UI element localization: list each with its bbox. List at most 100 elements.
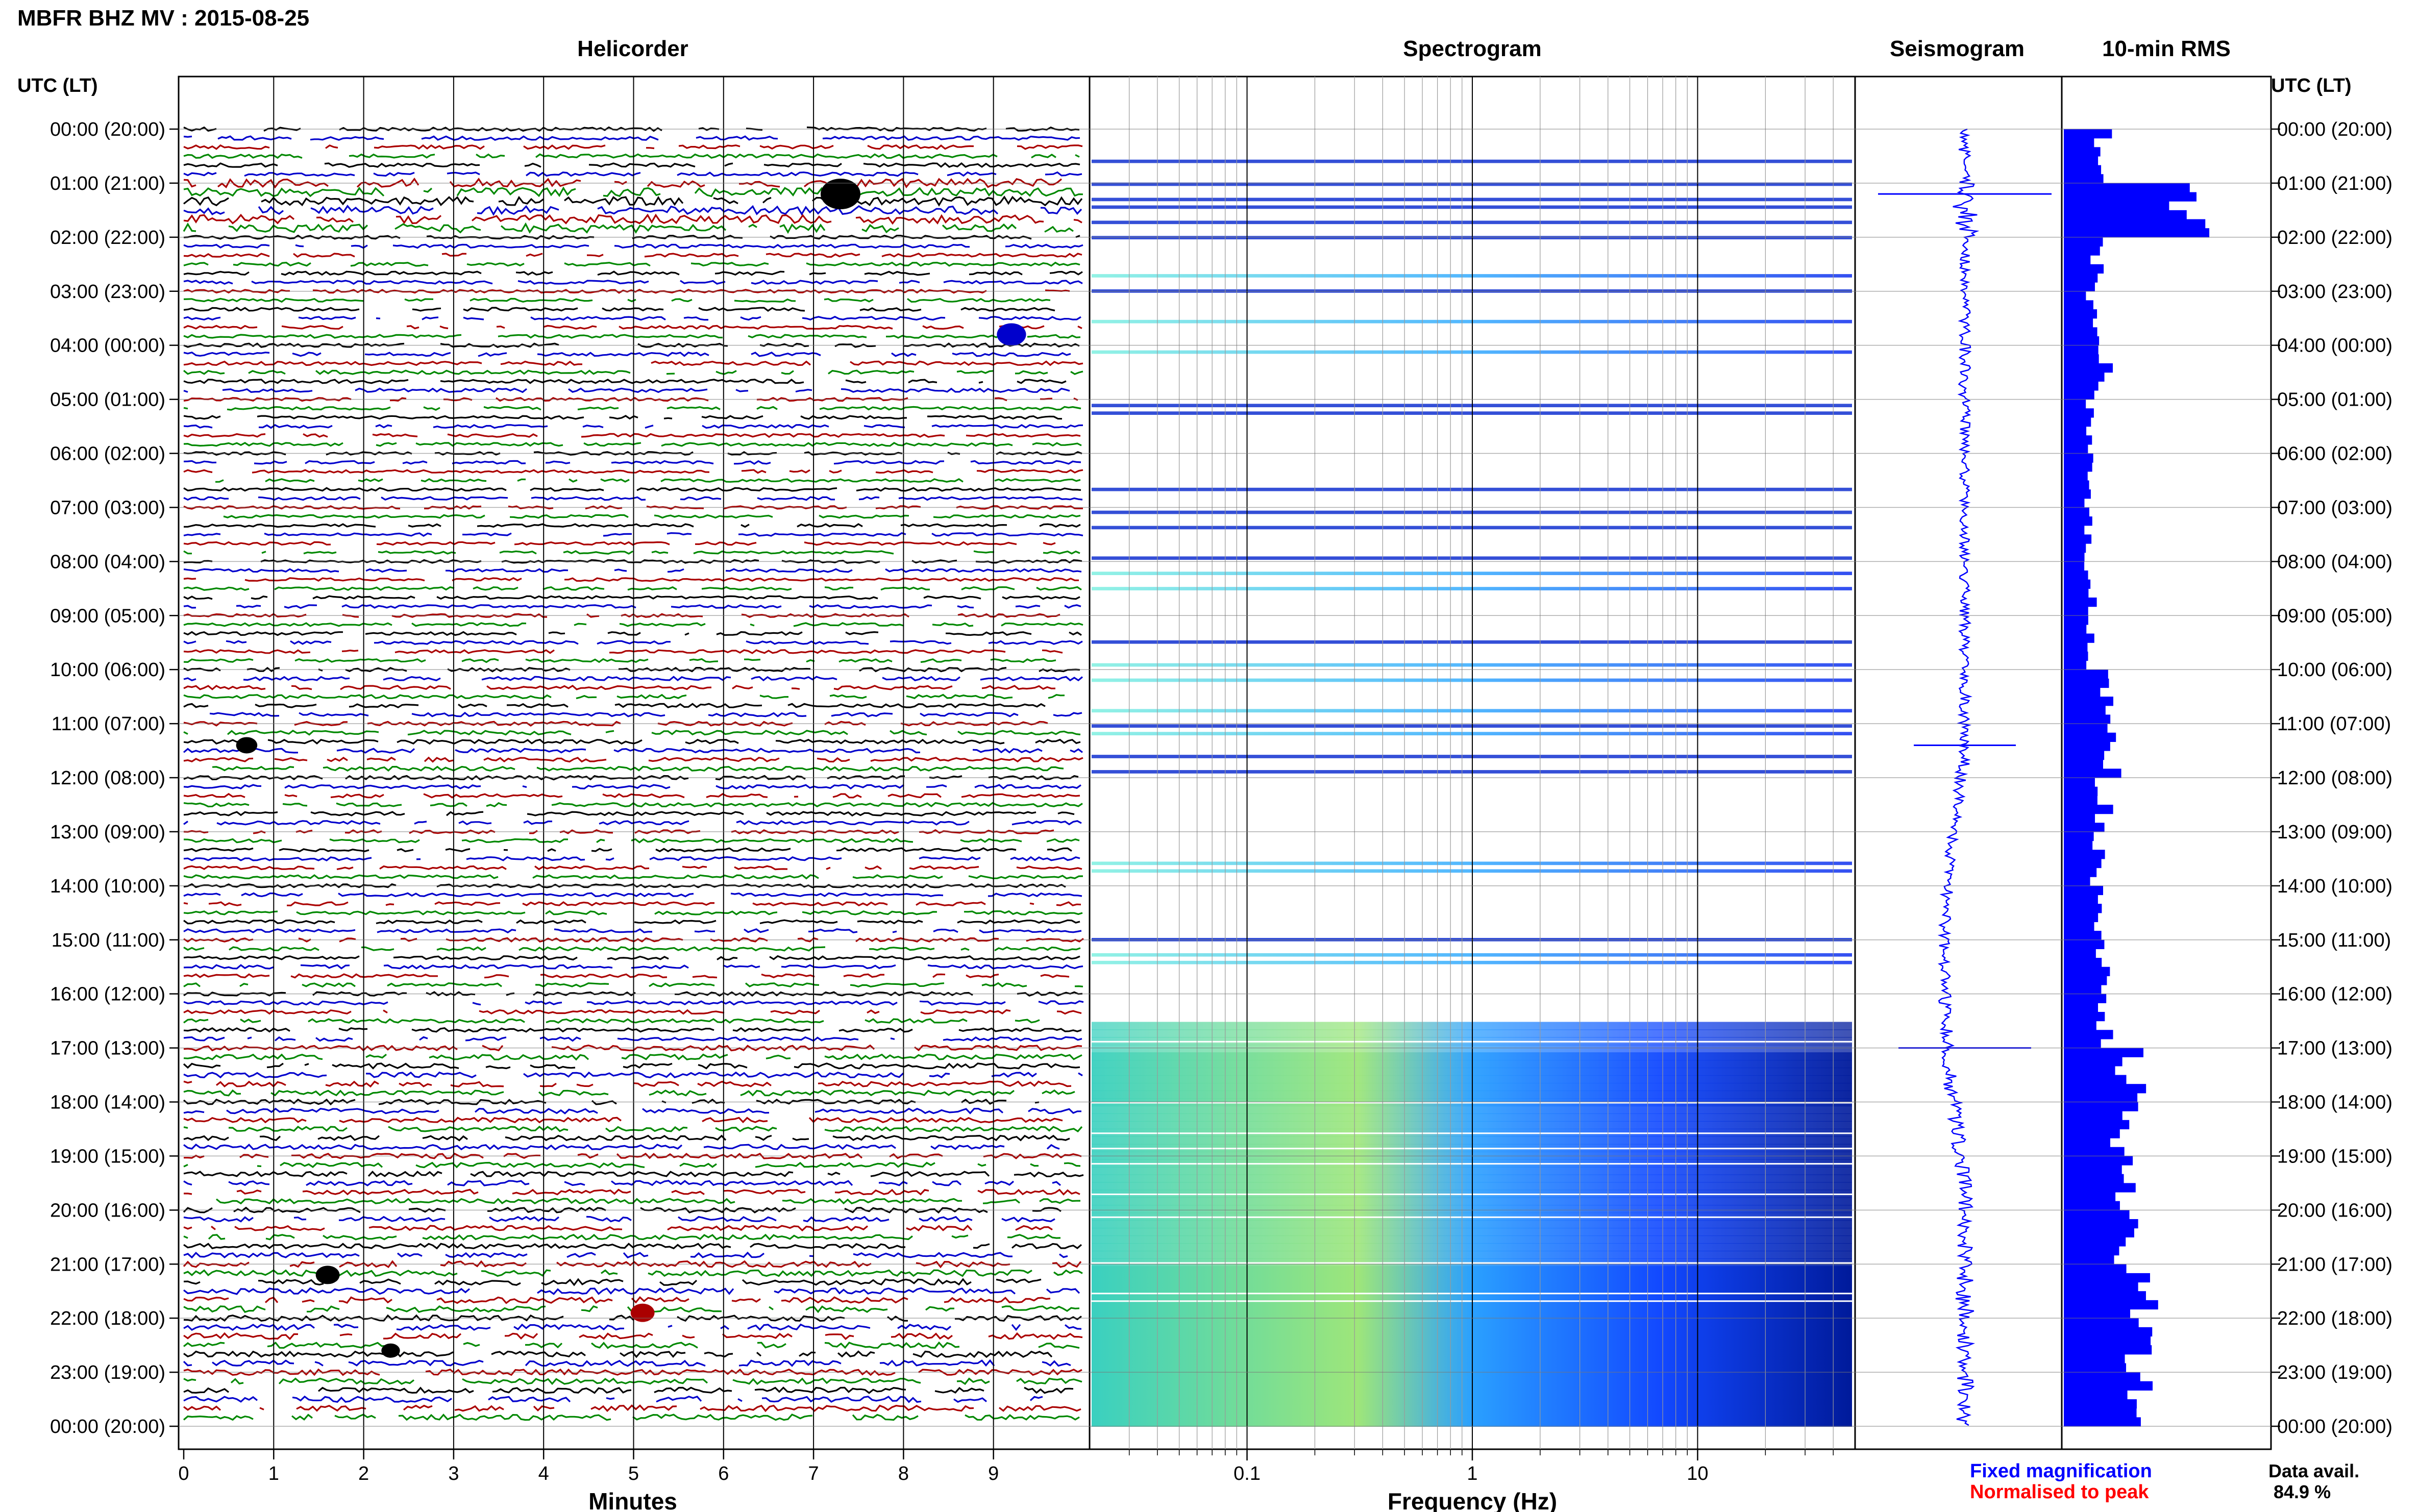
helicorder-trace-row xyxy=(183,442,1082,447)
helicorder-trace-row xyxy=(183,1323,1082,1331)
rms-bar xyxy=(2064,1345,2152,1355)
helicorder-trace-row xyxy=(183,1404,1081,1412)
helicorder-trace-row xyxy=(183,901,1081,907)
rms-bar xyxy=(2064,237,2103,247)
rms-bar xyxy=(2064,543,2086,553)
helicorder-trace-row xyxy=(183,460,1081,465)
rms-bar xyxy=(2064,1219,2138,1229)
rms-bar xyxy=(2064,867,2097,877)
helicorder-trace-row xyxy=(183,1180,1062,1186)
time-label-right: 00:00 (20:00) xyxy=(2277,119,2392,140)
time-label-left: 12:00 (08:00) xyxy=(50,767,165,789)
time-label-left: 05:00 (01:00) xyxy=(50,389,165,411)
rms-bar xyxy=(2064,138,2094,147)
rms-bar xyxy=(2064,291,2086,301)
data-availability-value: 84.9 % xyxy=(2274,1481,2331,1502)
helicorder-trace-row xyxy=(183,369,1083,375)
time-label-left: 01:00 (21:00) xyxy=(50,173,165,194)
helicorder-trace-row xyxy=(183,541,1056,546)
helicorder-trace-row xyxy=(184,299,1081,302)
helicorder-trace-row xyxy=(183,1386,1074,1394)
rms-bar xyxy=(2064,1138,2111,1148)
rms-bar xyxy=(2064,1291,2146,1301)
helicorder-trace-row xyxy=(183,910,1083,915)
helicorder-trace-row xyxy=(183,1170,1084,1178)
seismogram-frame xyxy=(1854,76,2063,1450)
time-label-left: 07:00 (03:00) xyxy=(50,497,165,518)
time-label-right: 15:00 (11:00) xyxy=(2277,930,2391,951)
rms-bar xyxy=(2064,354,2099,364)
helicorder-trace-row xyxy=(183,171,1082,177)
helicorder-trace-row xyxy=(183,496,1083,501)
rms-bar xyxy=(2064,1264,2127,1274)
rms-bar xyxy=(2064,561,2085,571)
time-label-right: 18:00 (14:00) xyxy=(2277,1092,2392,1113)
rms-bar xyxy=(2064,1093,2138,1103)
helicorder-event xyxy=(630,1303,655,1322)
time-label-right: 14:00 (10:00) xyxy=(2277,876,2392,897)
helicorder-trace-row xyxy=(183,342,1080,348)
helicorder-trace-row xyxy=(183,1296,1051,1304)
rms-bar xyxy=(2064,714,2111,724)
rms-bar xyxy=(2064,687,2101,697)
helicorder-trace-row xyxy=(183,811,1075,817)
time-label-left: 18:00 (14:00) xyxy=(50,1092,165,1113)
rms-bar xyxy=(2064,1183,2136,1193)
helicorder-trace-row xyxy=(183,135,1080,141)
helicorder-tick-label: 5 xyxy=(628,1463,639,1484)
helicorder-trace-row xyxy=(183,1117,1063,1124)
rms-bar xyxy=(2064,327,2097,337)
helicorder-trace-row xyxy=(183,1080,1072,1088)
helicorder-trace-row xyxy=(183,360,1083,366)
rms-bar xyxy=(2064,651,2088,661)
rms-bar xyxy=(2064,273,2098,283)
helicorder-trace-row xyxy=(183,1125,1083,1133)
rms-bar xyxy=(2064,597,2097,607)
rms-bar xyxy=(2064,994,2107,1003)
helicorder-trace-row xyxy=(183,351,1071,357)
rms-bar xyxy=(2064,1399,2137,1409)
rms-bar xyxy=(2064,949,2096,958)
helicorder-trace-row xyxy=(215,478,1081,483)
helicorder-trace-row xyxy=(183,1027,1082,1033)
rms-bar xyxy=(2064,318,2093,328)
helicorder-trace-row xyxy=(183,270,1083,276)
rms-bar xyxy=(2064,1147,2125,1157)
time-label-right: 23:00 (19:00) xyxy=(2277,1362,2392,1383)
rms-bar xyxy=(2064,1228,2134,1237)
rms-bar xyxy=(2064,201,2169,211)
time-label-left: 17:00 (13:00) xyxy=(50,1038,165,1059)
rms-bar xyxy=(2064,732,2116,742)
helicorder-trace-row xyxy=(183,415,1063,420)
helicorder-trace-row xyxy=(183,1233,1061,1241)
rms-bar xyxy=(2064,417,2091,427)
rms-bar xyxy=(2064,408,2094,418)
time-label-left: 06:00 (02:00) xyxy=(50,443,165,465)
rms-bar xyxy=(2064,1120,2130,1130)
rms-bar xyxy=(2064,1156,2133,1166)
time-label-left: 21:00 (17:00) xyxy=(50,1254,165,1275)
rms-bar xyxy=(2064,1237,2126,1247)
time-label-right: 05:00 (01:00) xyxy=(2277,389,2392,411)
rms-bar xyxy=(2064,381,2099,391)
helicorder-tick-label: 1 xyxy=(268,1463,279,1484)
time-label-right: 03:00 (23:00) xyxy=(2277,281,2392,303)
rms-bar xyxy=(2064,931,2102,940)
rms-bar xyxy=(2064,877,2090,886)
rms-bar xyxy=(2064,1065,2115,1076)
rms-bar xyxy=(2064,471,2088,481)
hour-gridlines xyxy=(169,128,2280,1427)
rms-bar xyxy=(2064,255,2091,265)
rms-bar xyxy=(2064,390,2094,400)
rms-bar xyxy=(2064,922,2094,931)
helicorder-trace-row xyxy=(183,1332,1083,1341)
helicorder-trace-row xyxy=(209,711,1082,717)
helicorder-trace-row xyxy=(183,144,1083,150)
seismogram-heading: Seismogram xyxy=(1890,36,2025,61)
helicorder-trace-row xyxy=(183,604,1081,609)
helicorder-event xyxy=(820,179,860,210)
rms-bar xyxy=(2064,1417,2141,1427)
helicorder-trace-row xyxy=(183,1062,1080,1070)
time-label-left: 08:00 (04:00) xyxy=(50,551,165,573)
